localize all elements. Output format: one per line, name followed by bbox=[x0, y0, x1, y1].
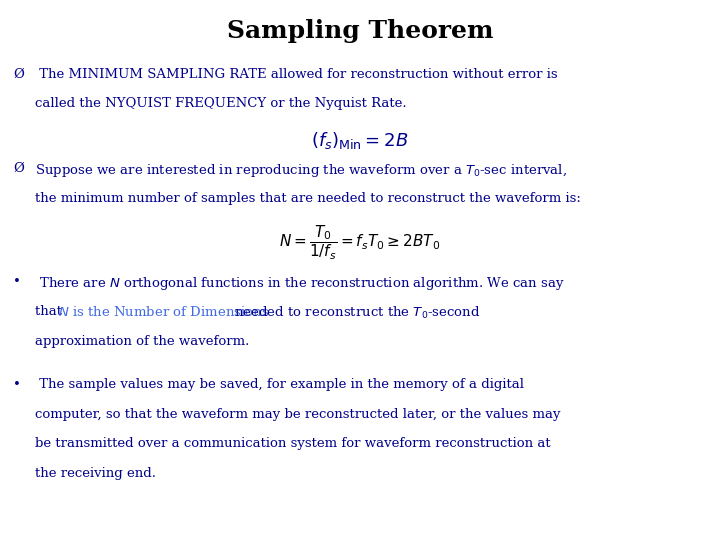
Text: $N = \dfrac{T_0}{1/f_s} = f_s T_0 \geq 2BT_0$: $N = \dfrac{T_0}{1/f_s} = f_s T_0 \geq 2… bbox=[279, 224, 441, 262]
Text: the minimum number of samples that are needed to reconstruct the waveform is:: the minimum number of samples that are n… bbox=[35, 192, 580, 205]
Text: Suppose we are interested in reproducing the waveform over a $T_0$-sec interval,: Suppose we are interested in reproducing… bbox=[35, 162, 567, 179]
Text: $(f_s)_{\mathrm{Min}}=2B$: $(f_s)_{\mathrm{Min}}=2B$ bbox=[311, 130, 409, 151]
Text: •: • bbox=[13, 275, 21, 288]
Text: needed to reconstruct the $T_0$-second: needed to reconstruct the $T_0$-second bbox=[230, 305, 481, 321]
Text: •: • bbox=[13, 378, 21, 391]
Text: approximation of the waveform.: approximation of the waveform. bbox=[35, 335, 249, 348]
Text: The sample values may be saved, for example in the memory of a digital: The sample values may be saved, for exam… bbox=[35, 378, 523, 391]
Text: Ø: Ø bbox=[13, 68, 24, 80]
Text: that: that bbox=[35, 305, 66, 318]
Text: the receiving end.: the receiving end. bbox=[35, 467, 156, 480]
Text: computer, so that the waveform may be reconstructed later, or the values may: computer, so that the waveform may be re… bbox=[35, 408, 560, 421]
Text: be transmitted over a communication system for waveform reconstruction at: be transmitted over a communication syst… bbox=[35, 437, 550, 450]
Text: Ø: Ø bbox=[13, 162, 24, 175]
Text: The MINIMUM SAMPLING RATE allowed for reconstruction without error is: The MINIMUM SAMPLING RATE allowed for re… bbox=[35, 68, 557, 80]
Text: $N$ is the Number of Dimensions: $N$ is the Number of Dimensions bbox=[58, 305, 269, 319]
Text: There are $N$ orthogonal functions in the reconstruction algorithm. We can say: There are $N$ orthogonal functions in th… bbox=[35, 275, 564, 292]
Text: called the NYQUIST FREQUENCY or the Nyquist Rate.: called the NYQUIST FREQUENCY or the Nyqu… bbox=[35, 97, 406, 110]
Text: Sampling Theorem: Sampling Theorem bbox=[227, 19, 493, 43]
